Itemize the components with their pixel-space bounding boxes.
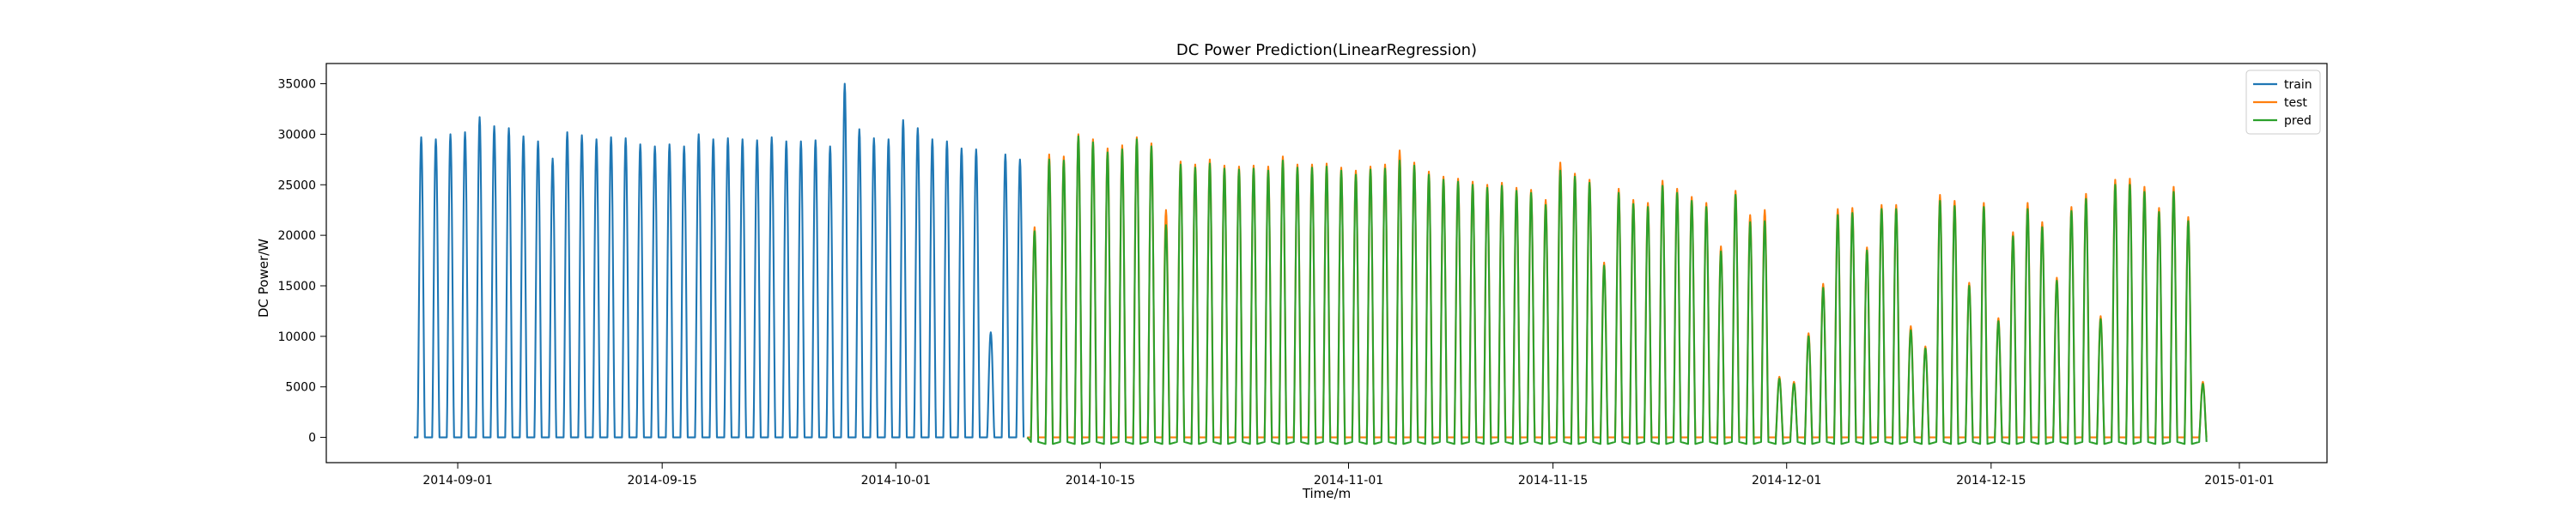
x-tick-label: 2014-09-15	[627, 474, 696, 488]
x-tick-label: 2014-10-01	[861, 474, 931, 488]
y-tick-label: 0	[308, 432, 316, 445]
y-tick-label: 30000	[277, 128, 316, 142]
x-tick-label: 2014-11-15	[1518, 474, 1588, 488]
x-tick-label: 2014-12-15	[1956, 474, 2026, 488]
chart-title: DC Power Prediction(LinearRegression)	[1176, 41, 1477, 59]
legend-box	[2245, 70, 2321, 135]
y-tick-label: 35000	[277, 78, 316, 92]
y-tick-label: 20000	[277, 229, 316, 243]
x-tick-label: 2014-09-01	[422, 474, 492, 488]
x-tick-label: 2014-11-01	[1314, 474, 1383, 488]
axis-ticks: 2014-09-01 2014-09-15 2014-10-01 2014-10-15…	[277, 78, 2274, 488]
series-line-pred	[1026, 135, 2208, 445]
y-tick-label: 25000	[277, 179, 316, 192]
series-lines	[414, 82, 2208, 445]
x-tick-label: 2014-10-15	[1066, 474, 1135, 488]
plot-area-frame	[325, 63, 2328, 464]
legend-label-test: test	[2284, 96, 2307, 110]
x-tick-label: 2015-01-01	[2204, 474, 2274, 488]
y-tick-label: 10000	[277, 330, 316, 344]
x-axis-label: Time/m	[1302, 486, 1351, 501]
y-axis-label: DC Power/W	[256, 239, 271, 318]
legend-label-pred: pred	[2284, 114, 2312, 128]
y-tick-label: 15000	[277, 280, 316, 294]
legend-label-train: train	[2284, 78, 2312, 92]
y-tick-label: 5000	[285, 381, 316, 395]
x-tick-label: 2014-12-01	[1752, 474, 1821, 488]
legend: train test pred	[2245, 70, 2321, 135]
series-line-train	[414, 82, 1025, 439]
